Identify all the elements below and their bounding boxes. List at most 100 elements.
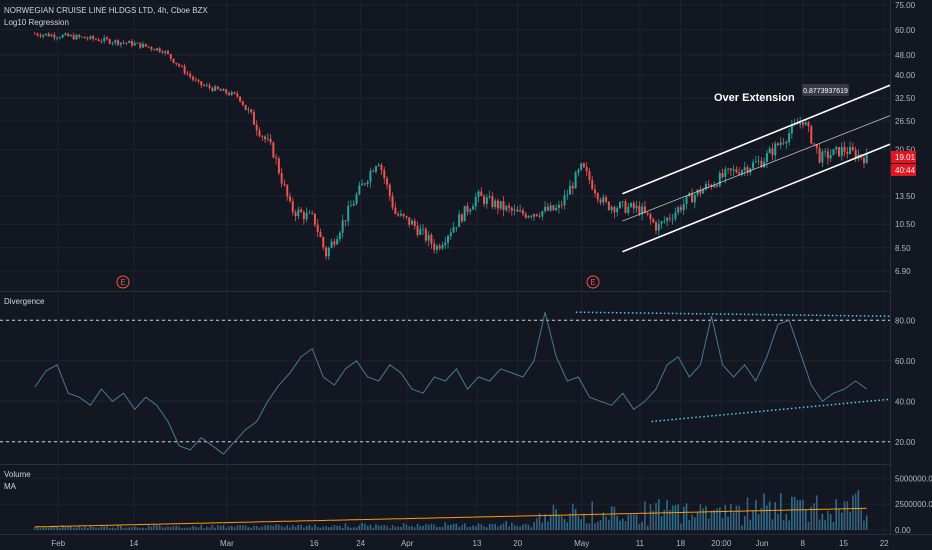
- volume-bar: [242, 525, 244, 530]
- volume-bar: [291, 525, 294, 530]
- volume-bar: [547, 521, 549, 530]
- candle-body: [386, 178, 389, 185]
- candle-body: [693, 194, 696, 203]
- volume-bar: [125, 527, 128, 530]
- candle-body: [774, 143, 777, 156]
- candle-body: [158, 48, 161, 52]
- candle-body: [435, 245, 438, 250]
- volume-bar: [45, 527, 47, 530]
- candle-body: [821, 151, 824, 163]
- candle-body: [655, 222, 658, 231]
- volume-bar: [538, 513, 541, 530]
- candle-body: [444, 242, 447, 246]
- candle-body: [319, 231, 322, 238]
- candle-body: [349, 205, 352, 207]
- candle-body: [746, 167, 749, 173]
- volume-bar: [61, 525, 64, 530]
- candle-body: [582, 163, 585, 168]
- candle-body: [244, 104, 247, 111]
- volume-bar: [286, 525, 289, 530]
- earnings-marker[interactable]: E: [116, 275, 130, 289]
- candle-body: [499, 201, 502, 209]
- volume-bar: [491, 523, 494, 530]
- candle-body: [846, 151, 849, 154]
- volume-bar: [749, 519, 752, 530]
- candle-body: [577, 169, 580, 173]
- volume-bar: [655, 502, 657, 530]
- volume-bars: [34, 490, 868, 530]
- candle-body: [754, 161, 757, 163]
- candle-body: [50, 34, 53, 37]
- indicator-title: Log10 Regression: [4, 18, 69, 27]
- volume-bar: [760, 507, 763, 530]
- volume-bar: [865, 515, 868, 530]
- volume-bar: [289, 527, 291, 530]
- volume-bar: [541, 522, 544, 530]
- volume-bar: [153, 524, 155, 530]
- candle-body: [252, 112, 255, 125]
- volume-bar: [494, 524, 496, 530]
- candle-body: [211, 87, 214, 91]
- candle-body: [377, 164, 380, 167]
- volume-bar: [777, 513, 779, 530]
- candle-body: [580, 163, 583, 170]
- volume-bar: [84, 526, 86, 530]
- volume-bar: [635, 514, 638, 530]
- volume-bar: [183, 527, 186, 530]
- time-tick-label: 20: [513, 539, 522, 548]
- candle-body: [410, 220, 413, 225]
- regression-channel[interactable]: [622, 84, 891, 253]
- volume-bar: [297, 524, 300, 530]
- price-axis[interactable]: 75.00 60.00 48.00 40.00 32.50 26.50 20.50 13.50…: [895, 1, 916, 276]
- volume-bar: [294, 526, 297, 530]
- candle-body: [463, 205, 466, 222]
- candle-body: [657, 223, 660, 231]
- volume-bar: [250, 527, 252, 530]
- annotation-over-extension[interactable]: Over Extension: [714, 92, 795, 104]
- candle-body: [727, 168, 730, 170]
- volume-bar: [192, 525, 194, 530]
- volume-bar: [100, 525, 103, 530]
- volume-bar: [233, 527, 236, 530]
- volume-bar: [375, 524, 377, 530]
- candle-body: [214, 86, 217, 91]
- candle-body: [394, 207, 397, 214]
- candle-body: [485, 197, 488, 204]
- candle-body: [341, 220, 344, 233]
- volume-bar: [563, 519, 566, 530]
- volume-bar: [746, 497, 749, 530]
- volume-bar: [472, 525, 474, 530]
- volume-bar: [854, 493, 857, 530]
- candle-body: [838, 147, 841, 157]
- volume-bar: [111, 527, 114, 530]
- candle-body: [89, 36, 92, 39]
- volume-bar: [336, 525, 338, 530]
- candle-body: [641, 206, 644, 215]
- candle-body: [399, 213, 402, 216]
- volume-bar: [447, 525, 449, 530]
- divergence-axis[interactable]: 80.00 60.00 40.00 20.00: [895, 316, 916, 446]
- volume-bar: [128, 527, 130, 530]
- price-tick-label: 6.90: [895, 267, 911, 276]
- earnings-marker[interactable]: E: [586, 275, 600, 289]
- volume-bar: [322, 526, 325, 530]
- divergence-tick-label: 80.00: [895, 316, 916, 325]
- volume-bar: [97, 527, 100, 530]
- volume-bar: [560, 515, 563, 530]
- candle-body: [458, 214, 461, 227]
- candle-body: [679, 207, 682, 211]
- candle-body: [569, 185, 572, 195]
- candle-body: [471, 206, 474, 210]
- volume-bar: [505, 521, 508, 530]
- volume-bar: [663, 509, 666, 530]
- volume-bar: [716, 508, 718, 530]
- volume-axis[interactable]: 5000000.00 2500000.00 0.00: [895, 474, 932, 535]
- time-tick-label: Mar: [220, 539, 234, 548]
- time-axis[interactable]: Feb 14 Mar 16 24 Apr 13 20 May 11 18 20:00 Jun 8 15 22: [51, 539, 889, 548]
- candle-body: [241, 101, 244, 105]
- candle-body: [97, 39, 100, 42]
- candle-body: [602, 197, 605, 203]
- candle-body: [239, 96, 242, 102]
